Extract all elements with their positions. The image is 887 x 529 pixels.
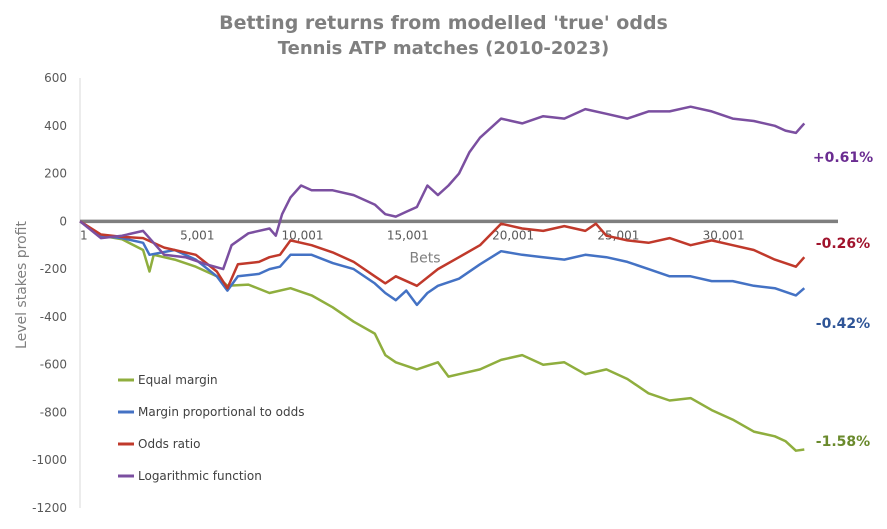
chart-title: Betting returns from modelled 'true' odd… — [219, 12, 668, 34]
series-end-label: -0.26% — [816, 236, 870, 252]
end-labels: -1.58% -0.42% -0.26% +0.61% — [813, 150, 873, 450]
y-tick-label: 600 — [44, 71, 67, 85]
x-tick-label: 1 — [80, 228, 88, 242]
x-axis-title: Bets — [409, 250, 440, 266]
legend: Equal margin Margin proportional to odds O… — [118, 373, 305, 483]
series-end-label: -1.58% — [816, 434, 870, 450]
x-tick-label: 10,001 — [282, 228, 324, 242]
legend-entry: Logarithmic function — [138, 469, 262, 483]
series-line-1 — [79, 220, 806, 307]
series-end-label: +0.61% — [813, 150, 873, 166]
x-tick-label: 15,001 — [387, 228, 429, 242]
chart-subtitle: Tennis ATP matches (2010-2023) — [277, 38, 610, 59]
series-line-2 — [79, 220, 806, 290]
series-end-label: -0.42% — [816, 316, 870, 332]
series-lines — [79, 105, 806, 452]
x-tick-label: 25,001 — [597, 228, 639, 242]
legend-entry: Equal margin — [138, 373, 218, 387]
y-tick-label: -200 — [40, 262, 67, 276]
y-tick-label: -800 — [40, 405, 67, 419]
axes: 600 400 200 0 -200 -400 -600 -800 -1000 -1200 Leve… — [14, 71, 838, 515]
y-tick-label: -400 — [40, 310, 67, 324]
y-tick-label: -1200 — [32, 501, 67, 515]
x-tick-label: 30,001 — [703, 228, 745, 242]
y-tick-label: 0 — [59, 214, 67, 228]
y-tick-label: -600 — [40, 358, 67, 372]
series-line-3 — [79, 105, 806, 271]
y-tick-label: 400 — [44, 119, 67, 133]
x-tick-label: 5,001 — [180, 228, 214, 242]
y-axis-title: Level stakes profit — [14, 221, 30, 349]
y-tick-label: 200 — [44, 167, 67, 181]
series-line-0 — [79, 220, 805, 452]
x-tick-label: 20,001 — [492, 228, 534, 242]
legend-entry: Margin proportional to odds — [138, 405, 305, 419]
legend-entry: Odds ratio — [138, 437, 200, 451]
y-tick-label: -1000 — [32, 453, 67, 467]
